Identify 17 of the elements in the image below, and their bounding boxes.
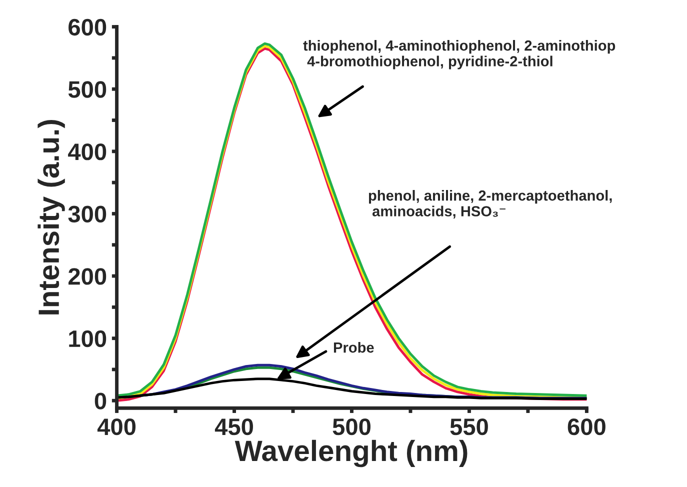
x-tick-label: 600 (568, 418, 606, 436)
y-tick-label: 600 (68, 18, 106, 36)
x-tick-label: 400 (97, 418, 136, 436)
y-tick-label: 200 (68, 268, 106, 285)
y-tick-label: 300 (68, 206, 106, 223)
y-axis-title: Intensity (a.u.) (38, 120, 65, 314)
annotation: thiophenol, 4-aminothiophenol, 2-aminothiop 4-bromothiophenol, pyridine-2-thiol (303, 40, 616, 70)
x-tick-label: 500 (332, 418, 370, 436)
y-tick-label: 0 (94, 392, 106, 410)
x-tick-label: 550 (450, 418, 488, 436)
annotation: phenol, aniline, 2-mercaptoethanol, aminoacids, HSO₃⁻ (368, 190, 612, 219)
y-tick-label: 100 (69, 330, 106, 348)
x-tick-label: 450 (214, 418, 253, 436)
x-axis-title: Wavelenght (nm) (234, 440, 468, 468)
annotation: Probe (334, 342, 374, 353)
y-tick-label: 500 (68, 81, 106, 98)
y-tick-label: 400 (68, 143, 106, 160)
